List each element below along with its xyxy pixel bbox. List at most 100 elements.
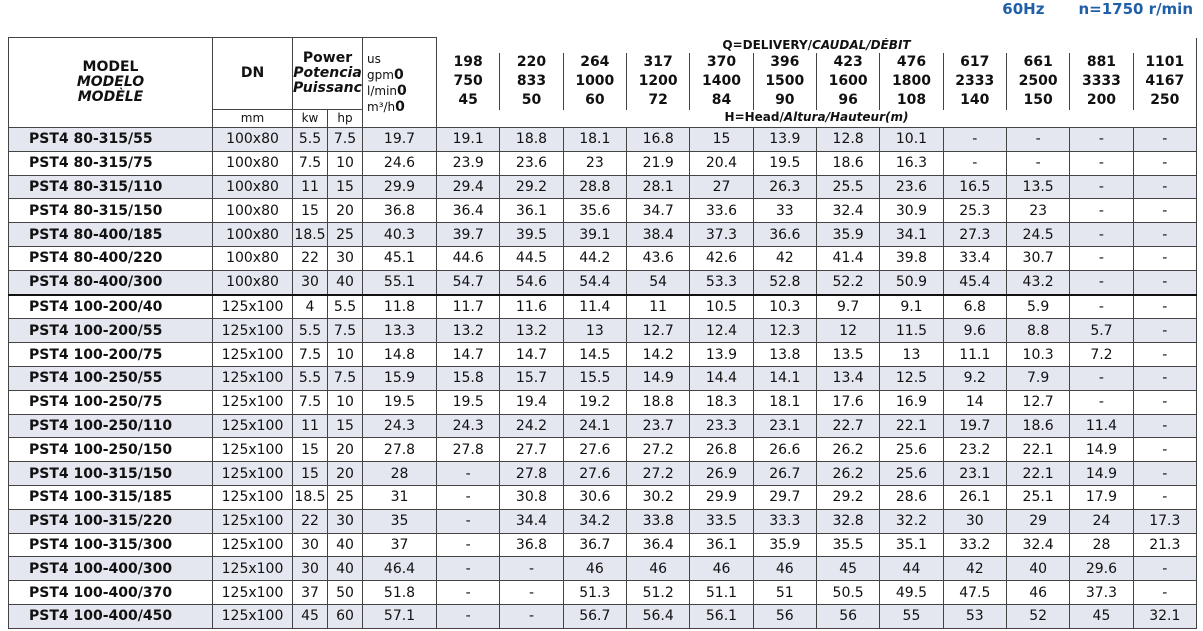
model-name: PST4 100-250/110 (8, 413, 213, 439)
head-value: 33.2 (942, 532, 1007, 558)
head-value: 13.8 (752, 342, 817, 367)
head-value: 29.4 (435, 174, 501, 200)
head-value: - (435, 603, 501, 629)
head-value: 43.2 (1005, 269, 1071, 296)
head-value: - (1132, 461, 1198, 486)
unit-line: m³/h0 (367, 99, 436, 115)
head-value: 10.3 (1005, 342, 1071, 367)
head-value: 49.5 (879, 580, 944, 605)
head-value: 27.8 (435, 437, 501, 463)
head-value: - (435, 484, 501, 510)
kw-value: 15 (292, 437, 328, 463)
head-value: - (942, 150, 1007, 176)
dn-value: 100x80 (212, 150, 293, 176)
head-value: 32.2 (879, 508, 944, 534)
head-value: - (1069, 127, 1134, 152)
head-value: 35.1 (879, 532, 944, 558)
head-value: 46 (1005, 580, 1071, 605)
kw-value: 18.5 (292, 222, 328, 247)
flow-zero: 0 (393, 66, 404, 83)
kw-value: 7.5 (292, 150, 328, 176)
header-row: 198 220 264 317 370 396 423 476 617 661 881 1101 (9, 52, 1198, 72)
head-value: 24.1 (562, 413, 627, 439)
flow-value: 317 (625, 52, 691, 72)
head-value: 31 (362, 484, 437, 510)
data-row: PST4 100-315/185 125x100 18.5 25 31-30.8 30.6… (8, 484, 1198, 510)
model-label: MODELO (76, 74, 145, 90)
head-value: 13 (879, 342, 944, 367)
head-value: 29.2 (499, 174, 564, 200)
head-value: 55.1 (362, 269, 437, 296)
head-value: 35.5 (815, 532, 881, 558)
head-value: 17.9 (1069, 484, 1134, 510)
head-value: 14.8 (362, 342, 437, 367)
head-value: 51.8 (362, 580, 437, 605)
hp-value: 7.5 (327, 365, 363, 391)
head-value: 36.8 (362, 198, 437, 224)
hp-value: 7.5 (327, 318, 363, 344)
head-value: 44 (879, 556, 944, 582)
head-value: 9.7 (815, 293, 881, 320)
head-value: 40.3 (362, 222, 437, 247)
unit-label: l/min (367, 83, 398, 98)
head-value: 28 (1069, 532, 1134, 558)
head-value: 51.2 (625, 580, 691, 605)
head-value: 18.6 (1005, 413, 1071, 439)
head-value: 39.8 (879, 245, 944, 271)
head-value: - (435, 508, 501, 534)
header: 60Hz n=1750 r/min (968, 0, 1193, 18)
head-value: 46.4 (362, 556, 437, 582)
unit-header: us gpm0 l/min0 m³/h0 (362, 37, 437, 128)
head-value: 11.5 (879, 318, 944, 344)
head-value: 10.1 (879, 127, 944, 152)
head-value: 24.5 (1005, 222, 1071, 247)
q-title-italic: CAUDAL/DÉBIT (812, 37, 911, 52)
head-value: 34.1 (879, 222, 944, 247)
head-value: 30.8 (499, 484, 564, 510)
head-value: 55 (879, 603, 944, 629)
power-label: Potencia (293, 65, 362, 81)
flow-value: 250 (1132, 90, 1198, 110)
head-value: 20.4 (689, 150, 754, 176)
hp-value: 40 (327, 556, 363, 582)
flow-value: 1000 (562, 71, 627, 91)
flow-value: 84 (689, 90, 754, 110)
flow-value: 60 (562, 90, 627, 110)
head-value: 46 (689, 556, 754, 582)
head-value: 19.1 (435, 127, 501, 152)
performance-table: MODEL MODELO MODÈLE DN Power Potencia Puissanc… (8, 37, 1198, 629)
head-value: 23.6 (499, 150, 564, 176)
head-value: 29.9 (362, 174, 437, 200)
head-value: - (1132, 150, 1198, 176)
data-row: PST4 80-315/110 100x80 11 15 29.9 29.4 29.2 28.… (8, 174, 1198, 200)
head-value: - (1005, 127, 1071, 152)
head-value: 18.1 (752, 389, 817, 415)
head-value: 18.8 (499, 127, 564, 152)
head-value: - (1132, 365, 1198, 391)
head-value: 19.5 (752, 150, 817, 176)
head-value: 33.3 (752, 508, 817, 534)
model-header: MODEL MODELO MODÈLE (8, 37, 213, 128)
model-name: PST4 100-400/370 (8, 580, 213, 605)
head-value: - (1132, 198, 1198, 224)
head-value: 23.3 (689, 413, 754, 439)
head-value: 36.6 (752, 222, 817, 247)
head-value: 37 (362, 532, 437, 558)
head-value: - (1132, 269, 1198, 296)
head-value: 9.1 (879, 293, 944, 320)
dn-value: 100x80 (212, 245, 293, 271)
kw-value: 30 (292, 532, 328, 558)
kw-value: 22 (292, 245, 328, 271)
head-value: 18.1 (562, 127, 627, 152)
head-value: - (1069, 269, 1134, 296)
head-value: - (435, 461, 501, 486)
data-row: PST4 80-315/150 100x80 15 20 36.8 36.4 36.1 35.… (8, 198, 1198, 224)
head-value: 12.8 (815, 127, 881, 152)
kw-value: 7.5 (292, 342, 328, 367)
head-value: 27.6 (562, 461, 627, 486)
dn-value: 125x100 (212, 365, 293, 391)
hp-value: 7.5 (327, 127, 363, 152)
head-value: 16.8 (625, 127, 691, 152)
head-value: 33 (752, 198, 817, 224)
head-value: 12 (815, 318, 881, 344)
